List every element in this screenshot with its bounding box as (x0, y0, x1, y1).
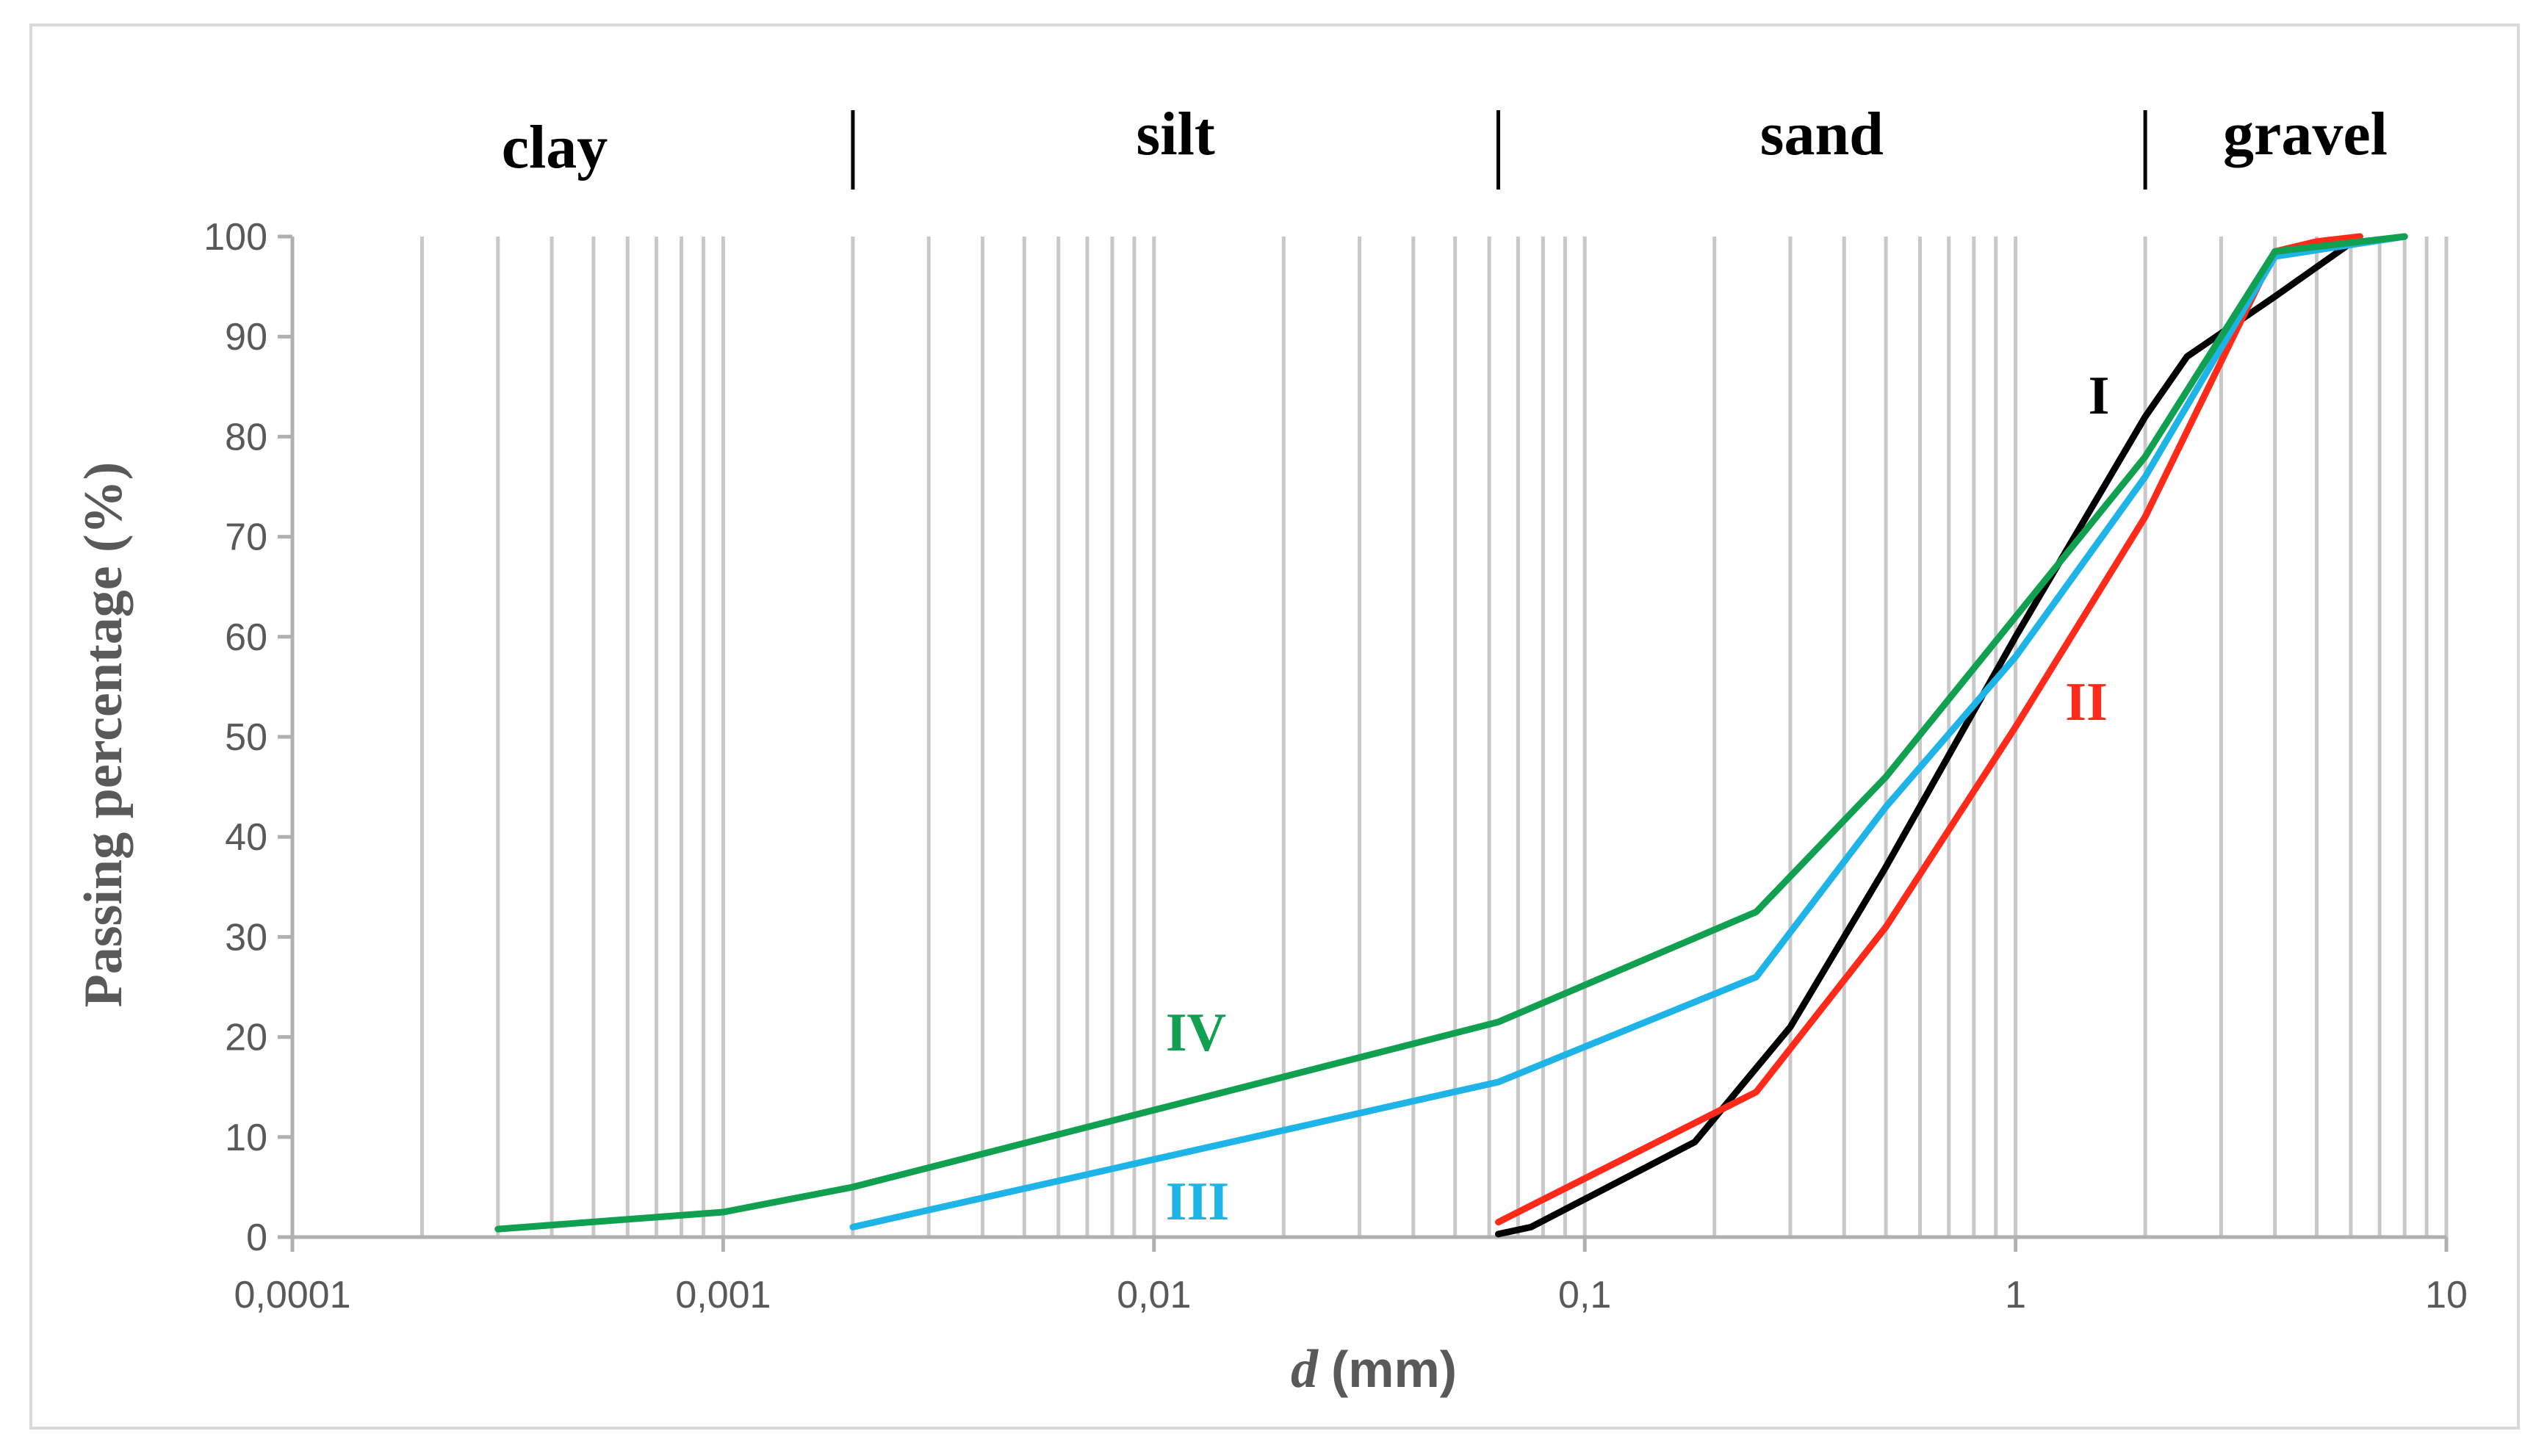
y-axis-title: Passing percentage (%) (73, 462, 134, 1008)
series-label-I: I (2089, 366, 2110, 426)
series-lines (494, 233, 2408, 1238)
grid-lines (290, 237, 2449, 1237)
x-axis-title-variable: d (1291, 1339, 1319, 1399)
y-tick-label: 60 (225, 616, 267, 659)
y-tick-label: 30 (225, 916, 267, 959)
x-tick-label: 0,001 (675, 1274, 771, 1316)
x-axis-title: d (mm) (1291, 1339, 1457, 1399)
zone-label-sand: sand (1760, 100, 1884, 168)
series-label-III: III (1166, 1172, 1229, 1232)
x-tick-label: 0,01 (1117, 1274, 1191, 1316)
series-line-I (1495, 233, 2363, 1238)
x-axis-title-unit: (mm) (1331, 1341, 1457, 1398)
series-line-IV (494, 233, 2408, 1233)
y-tick-label: 20 (225, 1017, 267, 1059)
series-line-III (849, 233, 2408, 1230)
x-tick-label: 1 (2005, 1274, 2026, 1316)
series-label-II: II (2065, 672, 2108, 732)
series-line-II (1495, 233, 2363, 1226)
y-tick-label: 70 (225, 516, 267, 559)
y-tick-label: 100 (203, 216, 267, 259)
y-tick-label: 90 (225, 316, 267, 358)
y-tick-label: 50 (225, 716, 267, 759)
zone-label-clay: clay (502, 113, 608, 181)
zone-label-silt: silt (1136, 100, 1215, 168)
zone-label-gravel: gravel (2223, 100, 2388, 168)
y-tick-label: 0 (246, 1217, 267, 1259)
x-tick-label: 0,0001 (234, 1274, 350, 1316)
y-tick-label: 40 (225, 816, 267, 859)
soil-zones: clay silt sand gravel (502, 100, 2388, 190)
y-tick-label: 10 (225, 1117, 267, 1159)
axes: 0 10 20 30 40 50 60 70 80 90 100 0,0001 0,001 0,01 0,1… (203, 216, 2468, 1316)
chart-frame (29, 24, 2520, 1430)
y-tick-label: 80 (225, 416, 267, 458)
series-label-IV: IV (1166, 1003, 1226, 1063)
x-tick-label: 10 (2425, 1274, 2468, 1316)
x-tick-label: 0,1 (1558, 1274, 1611, 1316)
